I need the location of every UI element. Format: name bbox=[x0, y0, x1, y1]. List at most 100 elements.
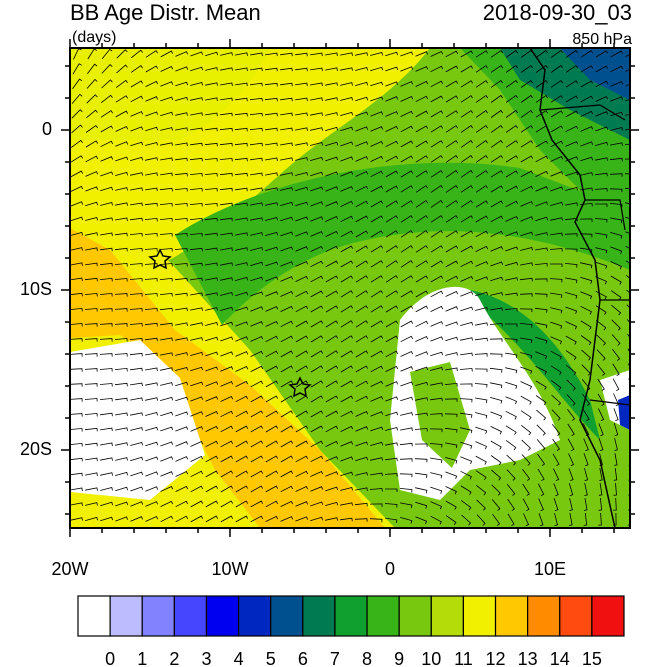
wind-barb bbox=[265, 276, 279, 282]
level: 850 hPa bbox=[572, 31, 632, 48]
units: (days) bbox=[72, 29, 116, 46]
wind-barb bbox=[460, 500, 472, 511]
wind-barb bbox=[475, 110, 488, 118]
wind-barb bbox=[475, 50, 489, 58]
wind-barb bbox=[594, 188, 608, 192]
wind-barb bbox=[474, 383, 488, 388]
wind-barb bbox=[295, 52, 308, 57]
wind-barb bbox=[175, 441, 188, 447]
wind-barb bbox=[264, 97, 278, 102]
wind-barb bbox=[115, 202, 128, 206]
wind-barb bbox=[565, 171, 578, 177]
wind-barb bbox=[596, 319, 607, 331]
wind-barb bbox=[579, 233, 593, 238]
wind-barb bbox=[160, 515, 174, 523]
wind-barb bbox=[415, 125, 429, 133]
wind-barb bbox=[355, 320, 369, 328]
wind-barb bbox=[280, 112, 293, 117]
wind-barb bbox=[430, 65, 444, 73]
wind-barb bbox=[445, 290, 459, 297]
wind-barb bbox=[250, 350, 264, 357]
wind-barb bbox=[204, 172, 218, 177]
wind-barb bbox=[400, 320, 414, 328]
wind-barb bbox=[145, 352, 158, 357]
wind-barb bbox=[520, 337, 533, 344]
wind-barb bbox=[475, 95, 489, 103]
wind-barb bbox=[250, 217, 263, 221]
colorbar-box bbox=[494, 595, 529, 637]
wind-barb bbox=[145, 367, 158, 372]
wind-barb bbox=[280, 410, 293, 418]
wind-barb bbox=[325, 126, 338, 131]
wind-barb bbox=[325, 471, 339, 477]
wind-barb bbox=[145, 456, 159, 462]
wind-barb bbox=[174, 262, 188, 267]
wind-barb bbox=[489, 322, 503, 327]
wind-barb bbox=[280, 440, 294, 448]
wind-barb bbox=[295, 216, 309, 222]
wind-barb bbox=[610, 246, 623, 255]
wind-barb bbox=[584, 483, 588, 496]
wind-barb bbox=[595, 232, 608, 239]
wind-barb bbox=[520, 140, 534, 148]
wind-barb bbox=[280, 52, 293, 57]
y-tick-label: 0 bbox=[42, 119, 52, 139]
wind-barb bbox=[507, 513, 515, 527]
wind-barb bbox=[295, 350, 309, 358]
wind-barb bbox=[385, 488, 398, 492]
wind-barb bbox=[612, 363, 620, 377]
wind-barb bbox=[85, 217, 98, 221]
wind-barb bbox=[550, 186, 564, 192]
wind-barb bbox=[190, 426, 204, 432]
wind-barb bbox=[129, 232, 143, 237]
wind-barb bbox=[250, 276, 263, 282]
wind-barb bbox=[340, 517, 353, 522]
wind-barb bbox=[385, 170, 399, 178]
field-green bbox=[470, 290, 600, 440]
wind-barb bbox=[475, 170, 489, 178]
wind-barb bbox=[220, 52, 233, 56]
wind-barb bbox=[235, 470, 249, 478]
wind-barb bbox=[175, 485, 189, 492]
colorbar-label: 12 bbox=[486, 649, 506, 667]
wind-barb bbox=[415, 66, 429, 72]
wind-barb bbox=[235, 52, 248, 56]
wind-barb bbox=[100, 442, 113, 447]
wind-barb bbox=[71, 124, 83, 134]
wind-barb bbox=[114, 382, 128, 387]
wind-barb bbox=[265, 142, 278, 147]
wind-barb bbox=[445, 367, 458, 372]
wind-barb bbox=[160, 81, 174, 87]
wind-barb bbox=[553, 468, 560, 482]
wind-barb bbox=[550, 217, 563, 221]
wind-barb bbox=[430, 50, 444, 57]
y-tick-label: 20S bbox=[20, 439, 52, 459]
wind-barb bbox=[129, 278, 143, 282]
wind-barb bbox=[325, 395, 339, 403]
wind-barb bbox=[460, 337, 473, 341]
wind-barb bbox=[430, 95, 444, 103]
wind-barb bbox=[490, 307, 503, 312]
wind-barb bbox=[610, 142, 623, 146]
wind-barb bbox=[264, 112, 278, 117]
wind-barb bbox=[340, 487, 353, 491]
wind-barb bbox=[444, 413, 458, 418]
wind-barb bbox=[400, 185, 414, 193]
wind-barb bbox=[115, 110, 129, 118]
wind-barb bbox=[130, 80, 143, 88]
wind-barb bbox=[70, 442, 83, 447]
colorbar-box bbox=[302, 595, 336, 637]
wind-barb bbox=[250, 470, 264, 478]
wind-barb bbox=[370, 111, 384, 117]
wind-barb bbox=[475, 215, 489, 223]
wind-barb bbox=[250, 455, 264, 463]
wind-barb bbox=[537, 468, 545, 482]
wind-barb bbox=[114, 353, 128, 357]
wind-barb bbox=[535, 95, 549, 103]
wind-barb bbox=[580, 95, 594, 103]
wind-barb bbox=[174, 277, 188, 282]
wind-barb bbox=[160, 65, 174, 72]
wind-barb bbox=[340, 471, 353, 477]
wind-barb bbox=[385, 81, 398, 87]
wind-barb bbox=[415, 290, 429, 298]
